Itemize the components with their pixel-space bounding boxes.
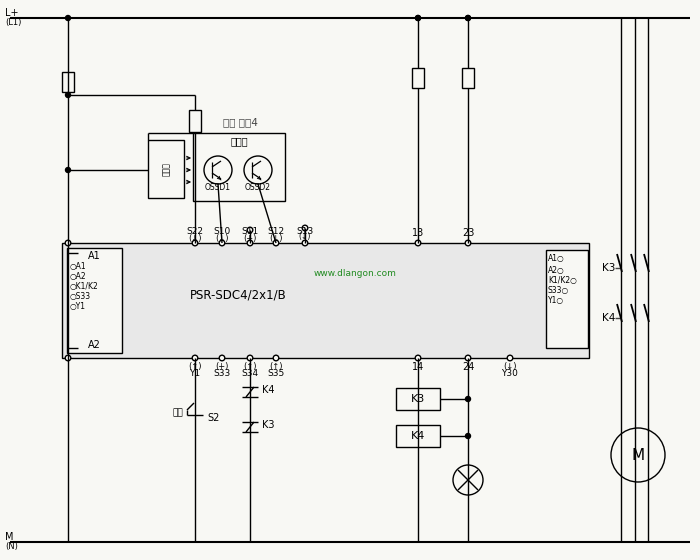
Text: ○S33: ○S33: [70, 292, 91, 301]
Text: OSSD1: OSSD1: [205, 184, 231, 193]
Text: (↑): (↑): [270, 362, 283, 371]
Text: www.dlangon.com: www.dlangon.com: [314, 268, 396, 278]
Circle shape: [244, 156, 272, 184]
Text: (+): (+): [244, 234, 257, 242]
Text: ○A1: ○A1: [70, 263, 87, 272]
Circle shape: [66, 16, 71, 21]
Circle shape: [466, 396, 470, 402]
Circle shape: [65, 355, 71, 361]
Circle shape: [466, 433, 470, 438]
Text: 14: 14: [412, 362, 424, 372]
Text: A1: A1: [88, 251, 100, 261]
Bar: [193, 133, 285, 201]
Circle shape: [247, 240, 253, 246]
Circle shape: [247, 227, 253, 233]
Text: K4: K4: [601, 313, 615, 323]
Text: ○K1/K2: ○K1/K2: [70, 282, 99, 292]
Circle shape: [193, 240, 198, 246]
Circle shape: [466, 240, 471, 246]
Circle shape: [302, 225, 308, 231]
Text: (↑): (↑): [188, 362, 202, 371]
Circle shape: [65, 240, 71, 246]
Circle shape: [416, 16, 421, 21]
Circle shape: [273, 240, 279, 246]
Circle shape: [302, 240, 308, 246]
Text: S10: S10: [214, 226, 230, 236]
Text: (↓): (↓): [503, 362, 517, 371]
Circle shape: [508, 355, 513, 361]
Text: 13: 13: [412, 228, 424, 238]
Circle shape: [466, 355, 471, 361]
Circle shape: [66, 92, 71, 97]
Text: L+: L+: [5, 8, 18, 18]
Circle shape: [204, 156, 232, 184]
Circle shape: [247, 355, 253, 361]
Circle shape: [466, 16, 470, 21]
Text: S33: S33: [214, 370, 230, 379]
Text: (↓): (↓): [299, 232, 312, 241]
Bar: [546, 250, 588, 348]
Circle shape: [453, 465, 483, 495]
Circle shape: [219, 240, 225, 246]
Text: 复位: 复位: [172, 408, 183, 418]
Text: S22: S22: [186, 226, 204, 236]
Bar: [62, 72, 74, 92]
Text: K4: K4: [411, 431, 425, 441]
Circle shape: [66, 167, 71, 172]
Text: M: M: [631, 447, 645, 463]
Text: Y1: Y1: [190, 370, 201, 379]
Text: OSSD2: OSSD2: [245, 184, 271, 193]
Text: 发送器: 发送器: [162, 162, 171, 176]
Text: K1/K2○: K1/K2○: [548, 276, 577, 284]
Circle shape: [193, 355, 198, 361]
Text: S12: S12: [267, 226, 285, 236]
Text: S34: S34: [241, 370, 258, 379]
Bar: [148, 140, 184, 198]
Text: (L1): (L1): [5, 18, 22, 27]
Text: PSR-SDC4/2x1/B: PSR-SDC4/2x1/B: [190, 288, 287, 301]
Text: Y30: Y30: [502, 370, 519, 379]
Circle shape: [273, 355, 279, 361]
Text: (↓): (↓): [188, 234, 202, 242]
Text: A1○: A1○: [548, 254, 565, 264]
Text: ○A2: ○A2: [70, 273, 87, 282]
Bar: [396, 388, 440, 410]
Text: A2: A2: [88, 340, 100, 350]
Text: S13: S13: [296, 226, 314, 236]
Bar: [462, 68, 474, 88]
Bar: [396, 425, 440, 447]
Bar: [412, 68, 424, 88]
Text: S11: S11: [241, 226, 258, 236]
Bar: [189, 110, 201, 132]
Circle shape: [219, 355, 225, 361]
Text: (N): (N): [5, 543, 18, 552]
Bar: [67, 248, 122, 353]
Text: (+): (+): [216, 362, 229, 371]
Text: Y1○: Y1○: [548, 296, 564, 305]
Text: 24: 24: [462, 362, 474, 372]
Text: A2○: A2○: [548, 265, 565, 274]
Text: K3: K3: [411, 394, 425, 404]
Circle shape: [415, 240, 421, 246]
Text: K3: K3: [262, 420, 274, 430]
Text: S35: S35: [267, 370, 285, 379]
Text: S33○: S33○: [548, 286, 569, 295]
Circle shape: [466, 16, 470, 21]
Text: K3: K3: [601, 263, 615, 273]
Text: K4: K4: [262, 385, 274, 395]
Text: S2: S2: [207, 413, 219, 423]
Circle shape: [415, 355, 421, 361]
Text: (↑): (↑): [244, 362, 257, 371]
Circle shape: [611, 428, 665, 482]
Text: 23: 23: [462, 228, 474, 238]
Text: 光栅 型号4: 光栅 型号4: [223, 117, 258, 127]
Text: (↓): (↓): [270, 234, 283, 242]
Circle shape: [416, 16, 421, 21]
Bar: [62, 243, 589, 358]
Text: (↓): (↓): [216, 234, 229, 242]
Text: M: M: [5, 532, 13, 542]
Text: ○Y1: ○Y1: [70, 302, 86, 311]
Text: 接收器: 接收器: [230, 136, 248, 146]
